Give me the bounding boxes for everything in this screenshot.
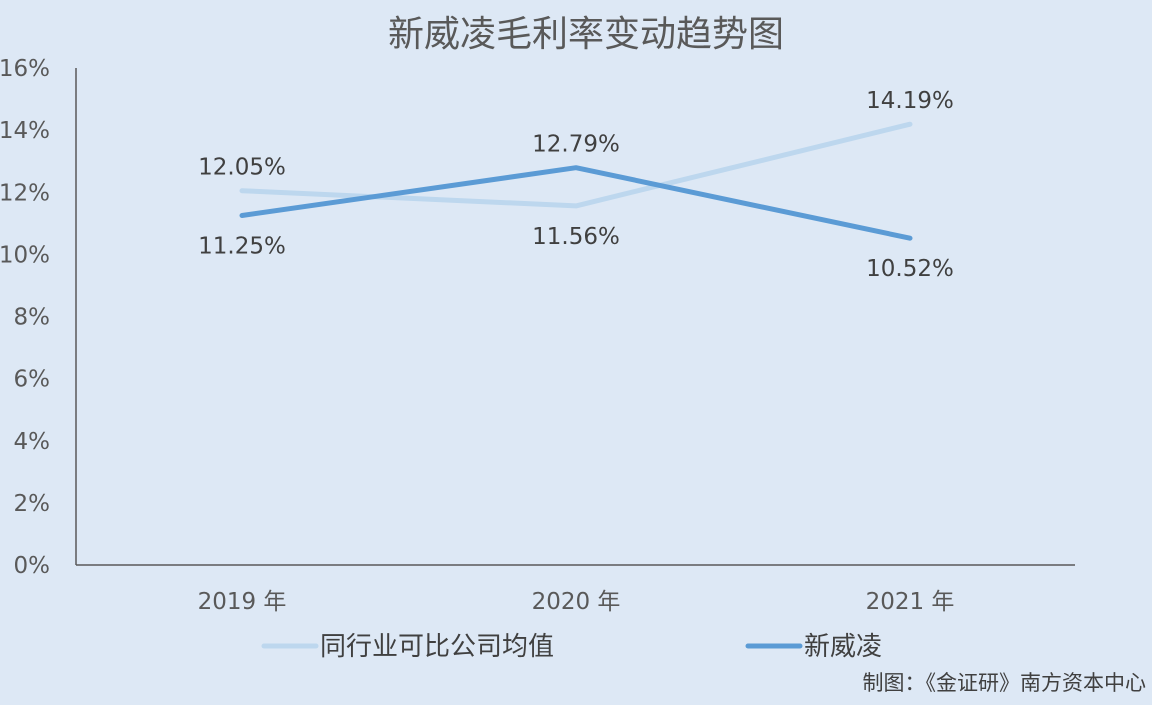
y-tick-label: 2% [14, 491, 51, 517]
x-tick-label: 2019 年 [198, 589, 287, 615]
y-tick-label: 14% [0, 118, 50, 144]
x-tick-label: 2020 年 [532, 589, 621, 615]
x-axis-ticks: 2019 年 2020 年 2021 年 [198, 589, 955, 615]
series-lines [239, 121, 913, 241]
y-tick-label: 0% [14, 553, 51, 579]
y-tick-label: 10% [0, 242, 50, 268]
data-label: 11.25% [198, 234, 286, 260]
data-label: 14.19% [866, 88, 954, 114]
y-axis-ticks: 0% 2% 4% 6% 8% 10% 12% 14% 16% [0, 56, 50, 579]
credit-text: 制图：《金证研》南方资本中心 [863, 671, 1147, 695]
y-tick-label: 16% [0, 56, 50, 82]
legend-label: 新威凌 [804, 632, 882, 662]
legend-label: 同行业可比公司均值 [320, 632, 554, 662]
data-label: 12.05% [198, 155, 286, 181]
y-tick-label: 6% [14, 367, 51, 393]
y-tick-label: 8% [14, 305, 51, 331]
y-tick-label: 4% [14, 429, 51, 455]
data-labels: 12.05% 11.56% 14.19% 11.25% 12.79% 10.52% [198, 88, 954, 282]
data-label: 10.52% [866, 256, 954, 282]
chart-title: 新威凌毛利率变动趋势图 [388, 14, 784, 55]
y-tick-label: 12% [0, 180, 50, 206]
data-label: 12.79% [532, 132, 620, 158]
data-label: 11.56% [532, 224, 620, 250]
x-tick-label: 2021 年 [866, 589, 955, 615]
series-line-1 [239, 121, 913, 209]
legend: 同行业可比公司均值 新威凌 [261, 632, 882, 662]
series-line-2 [239, 165, 913, 241]
